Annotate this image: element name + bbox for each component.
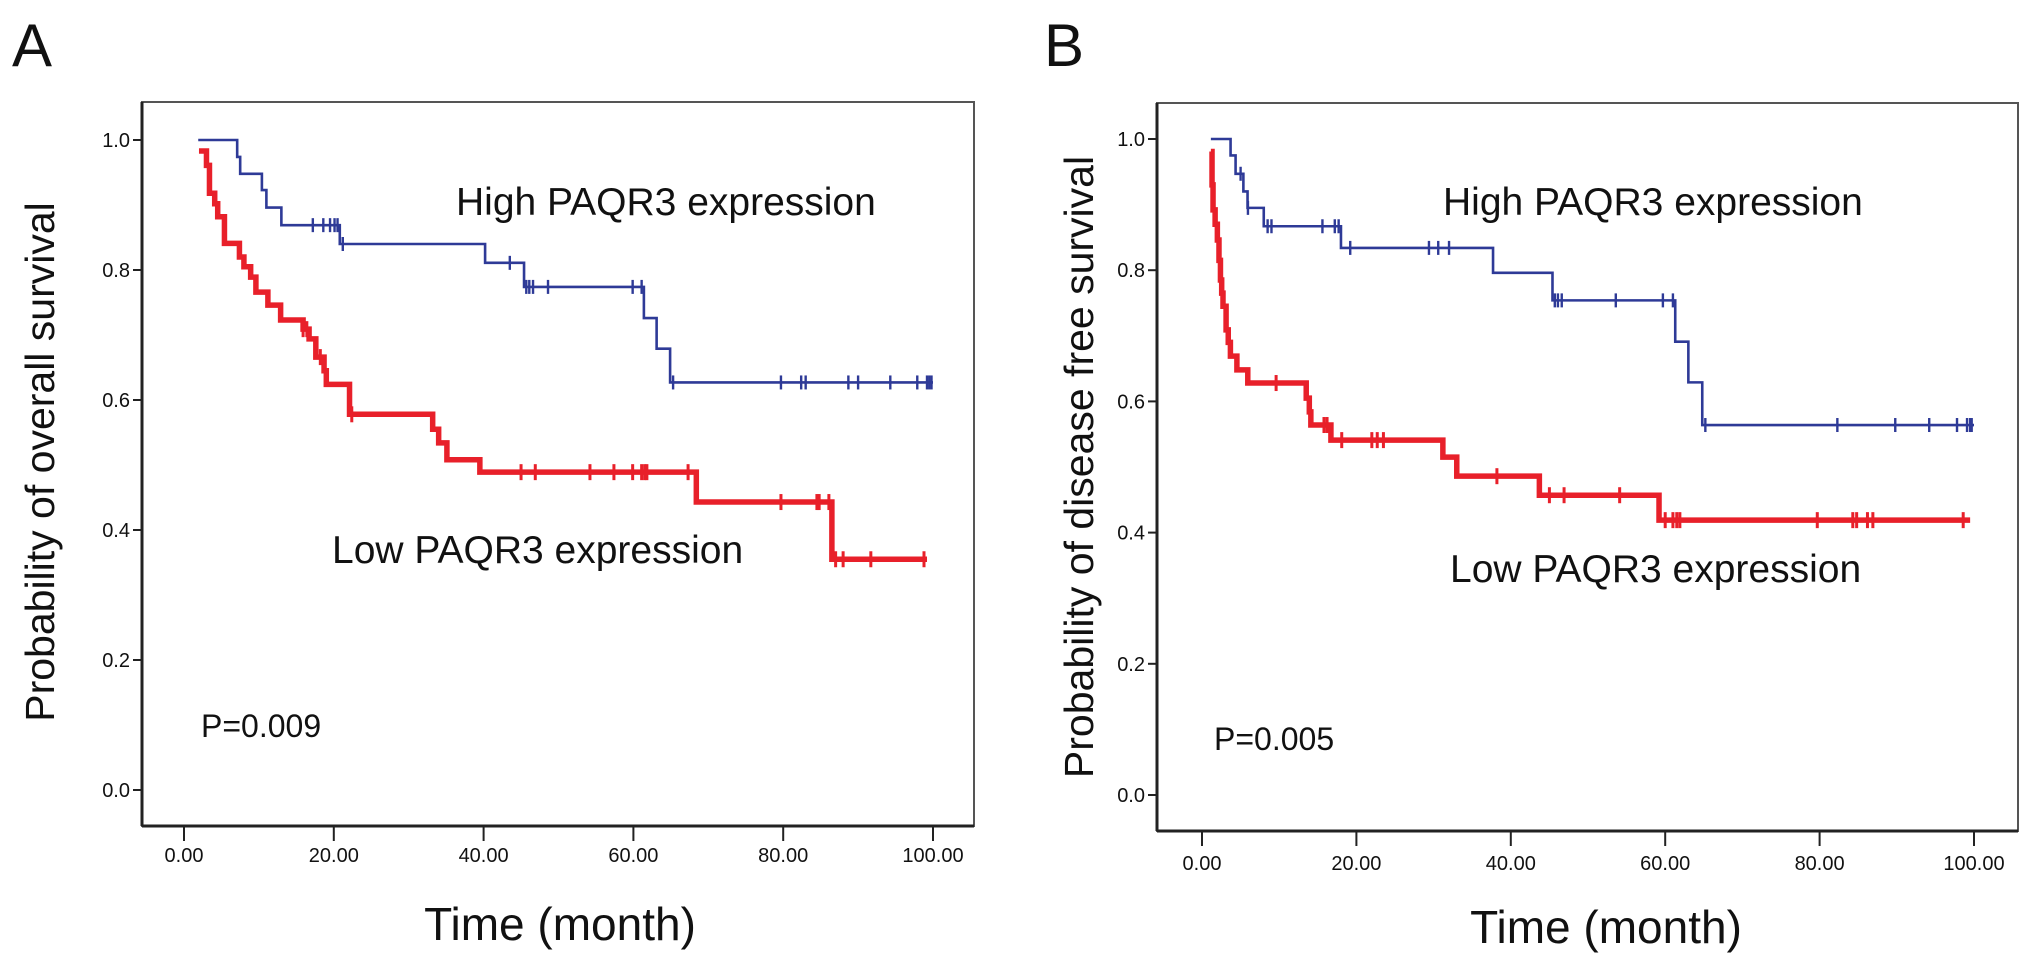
- panel-label-b: B: [1044, 12, 1084, 79]
- legend-high-b: High PAQR3 expression: [1443, 181, 1863, 224]
- x-tick-label: 40.00: [459, 845, 509, 867]
- y-tick-label: 0.6: [102, 390, 130, 412]
- y-tick-label: 0.4: [102, 520, 130, 542]
- panel-b: B 0.0 0.2 0.4 0.6 0.8 1.0 0.00 20.00 40.00 60.00 8…: [1044, 12, 2019, 953]
- panel-label-a: A: [12, 12, 52, 79]
- curves-b: [1209, 137, 1974, 529]
- x-tick-label: 0.00: [1183, 853, 1222, 875]
- y-tick-label: 0.0: [102, 780, 130, 802]
- y-axis-title-b: Probability of disease free survival: [1056, 156, 1102, 778]
- legend-high-a: High PAQR3 expression: [456, 181, 876, 224]
- x-tick-label: 80.00: [1795, 853, 1845, 875]
- y-tick-label: 1.0: [1117, 129, 1145, 151]
- legend-low-a: Low PAQR3 expression: [332, 529, 743, 572]
- x-tick-label: 0.00: [165, 845, 204, 867]
- x-tick-label: 100.00: [902, 845, 963, 867]
- legend-low-b: Low PAQR3 expression: [1450, 548, 1861, 591]
- x-tick-label: 100.00: [1943, 853, 2004, 875]
- ticks-b: 0.0 0.2 0.4 0.6 0.8 1.0 0.00 20.00 40.00 60.00 80.…: [1117, 129, 2004, 875]
- high-expression-curve: [198, 138, 933, 384]
- y-tick-label: 0.4: [1117, 523, 1145, 545]
- y-axis-title-a: Probability of overall survival: [17, 202, 63, 722]
- x-tick-label: 40.00: [1486, 853, 1536, 875]
- panel-a: A 0.0 0.2 0.4 0.6 0.8 1.0 0.00 20.00 40.00 60.00 8…: [12, 12, 975, 950]
- x-axis-title-b: Time (month): [1470, 901, 1742, 953]
- y-tick-label: 0.2: [1117, 654, 1145, 676]
- x-axis-title-a: Time (month): [424, 898, 696, 950]
- y-tick-label: 0.2: [102, 650, 130, 672]
- x-tick-label: 20.00: [1331, 853, 1381, 875]
- high-expression-curve: [1210, 137, 1974, 427]
- x-tick-label: 60.00: [608, 845, 658, 867]
- low-expression-curve: [1209, 148, 1971, 523]
- y-tick-label: 0.8: [1117, 260, 1145, 282]
- y-tick-label: 0.0: [1117, 785, 1145, 807]
- y-tick-label: 0.6: [1117, 391, 1145, 413]
- y-tick-label: 1.0: [102, 130, 130, 152]
- curves-a: [198, 138, 933, 568]
- ticks-a: 0.0 0.2 0.4 0.6 0.8 1.0 0.00 20.00 40.00 60.00 80.…: [102, 130, 963, 867]
- p-value-a: P=0.009: [201, 708, 321, 744]
- x-tick-label: 80.00: [758, 845, 808, 867]
- x-tick-label: 20.00: [309, 845, 359, 867]
- y-tick-label: 0.8: [102, 260, 130, 282]
- x-tick-label: 60.00: [1640, 853, 1690, 875]
- p-value-b: P=0.005: [1214, 721, 1334, 757]
